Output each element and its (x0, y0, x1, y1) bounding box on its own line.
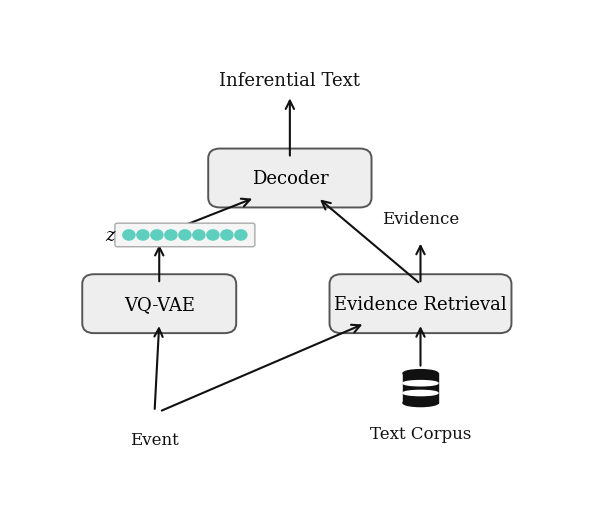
Text: VQ-VAE: VQ-VAE (124, 295, 194, 313)
Circle shape (235, 231, 247, 241)
Text: Inferential Text: Inferential Text (219, 72, 361, 90)
FancyBboxPatch shape (208, 149, 371, 208)
Circle shape (123, 231, 135, 241)
Circle shape (137, 231, 149, 241)
Circle shape (179, 231, 191, 241)
FancyBboxPatch shape (329, 275, 512, 333)
Text: Event: Event (130, 432, 179, 448)
Text: Evidence: Evidence (382, 211, 459, 228)
Ellipse shape (403, 370, 438, 377)
Ellipse shape (403, 399, 438, 407)
Circle shape (165, 231, 177, 241)
Text: Text Corpus: Text Corpus (370, 426, 471, 442)
Circle shape (193, 231, 205, 241)
Circle shape (151, 231, 163, 241)
Ellipse shape (403, 381, 438, 386)
FancyBboxPatch shape (82, 275, 236, 333)
FancyBboxPatch shape (115, 224, 255, 247)
Ellipse shape (403, 390, 438, 396)
Text: z: z (105, 227, 115, 244)
Circle shape (207, 231, 219, 241)
Circle shape (221, 231, 233, 241)
Text: Decoder: Decoder (252, 169, 328, 188)
Text: Evidence Retrieval: Evidence Retrieval (334, 295, 507, 313)
Bar (403, 374, 438, 403)
